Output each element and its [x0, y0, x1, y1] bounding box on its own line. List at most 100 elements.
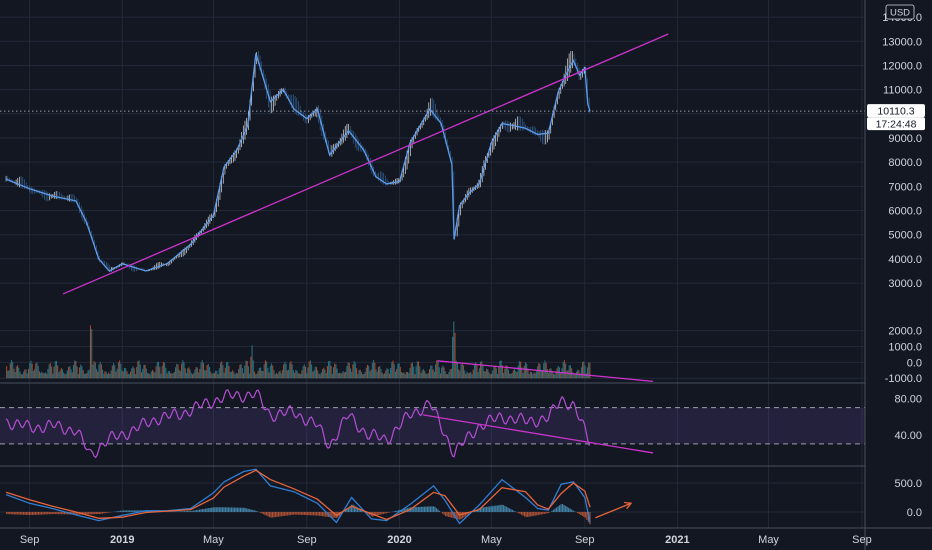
- volume-bar: [477, 372, 479, 379]
- macd-histogram-bar: [443, 511, 445, 515]
- volume-bar: [70, 369, 72, 379]
- volume-bar: [416, 361, 418, 379]
- volume-bar: [238, 368, 240, 379]
- macd-arrow-annotation[interactable]: [595, 502, 632, 519]
- macd-histogram-bar: [130, 510, 132, 512]
- rsi-panel[interactable]: [0, 389, 865, 459]
- volume-bar: [426, 373, 428, 379]
- volume-bar: [385, 370, 387, 379]
- volume-trendline[interactable]: [437, 360, 654, 383]
- volume-bar: [49, 362, 51, 379]
- volume-bar: [371, 362, 373, 379]
- volume-bar: [496, 373, 499, 379]
- macd-histogram-bar: [226, 507, 228, 512]
- volume-bar: [439, 373, 441, 379]
- volume-bar: [431, 365, 433, 379]
- price-panel[interactable]: [0, 33, 865, 295]
- volume-bar: [469, 372, 471, 379]
- rsi-series-line: [5, 389, 590, 459]
- volume-bar: [239, 364, 241, 379]
- volume-bar: [400, 371, 403, 379]
- currency-badge[interactable]: USD: [885, 4, 915, 20]
- volume-bar: [345, 371, 347, 379]
- macd-histogram-bar: [557, 506, 559, 512]
- macd-histogram-bar: [236, 507, 239, 512]
- macd-histogram-bar: [232, 507, 234, 512]
- macd-histogram-bar: [259, 511, 261, 513]
- volume-bar: [9, 363, 11, 379]
- macd-histogram-bar: [402, 509, 404, 512]
- volume-bar: [546, 369, 548, 379]
- volume-bar: [275, 372, 277, 379]
- macd-histogram-bar: [479, 507, 482, 512]
- volume-bar: [482, 364, 484, 379]
- macd-histogram-bar: [574, 511, 576, 512]
- volume-bar: [82, 370, 84, 379]
- macd-histogram-bar: [496, 505, 498, 512]
- macd-histogram-bar: [285, 511, 287, 516]
- volume-tick-label: -1000.0: [885, 373, 922, 385]
- time-axis[interactable]: Sep 2019 May Sep 2020 May Sep 2021 May Sep: [20, 534, 872, 546]
- volume-bar: [65, 373, 67, 379]
- macd-histogram-bar: [534, 511, 536, 516]
- macd-histogram-bar: [18, 511, 20, 515]
- volume-bar: [326, 366, 328, 379]
- volume-bar: [520, 361, 522, 379]
- last-price-badge: 10110.3 17:24:48: [867, 104, 925, 131]
- macd-histogram-bar: [48, 511, 50, 515]
- macd-histogram-bar: [318, 511, 321, 516]
- volume-bar: [579, 373, 581, 379]
- rsi-axis[interactable]: 40.00 80.00: [894, 394, 922, 442]
- macd-histogram-bar: [315, 511, 318, 516]
- volume-bar: [552, 373, 554, 379]
- volume-panel[interactable]: [6, 321, 654, 383]
- volume-bar: [43, 373, 45, 379]
- macd-histogram-bar: [325, 511, 327, 517]
- macd-histogram-bar: [428, 506, 430, 512]
- macd-panel[interactable]: [5, 468, 633, 525]
- volume-bar: [563, 360, 565, 379]
- volume-bar: [398, 363, 400, 379]
- volume-bar: [317, 370, 319, 379]
- volume-tick-label: 1000.0: [888, 342, 922, 354]
- volume-bar: [272, 365, 274, 379]
- volume-bar: [456, 362, 458, 379]
- macd-histogram-bar: [455, 511, 457, 519]
- volume-bar: [341, 372, 343, 379]
- macd-histogram-bar: [504, 505, 506, 512]
- macd-histogram-bar: [356, 507, 359, 512]
- macd-histogram-bar: [16, 511, 18, 515]
- volume-bar: [162, 361, 164, 379]
- macd-histogram-bar: [176, 511, 178, 512]
- rsi-trendline[interactable]: [422, 414, 654, 454]
- macd-histogram-bar: [413, 507, 415, 512]
- volume-bar: [115, 371, 117, 379]
- macd-histogram-bar: [291, 511, 293, 515]
- volume-bar: [503, 372, 505, 379]
- macd-histogram-bar: [200, 509, 202, 512]
- volume-bar: [253, 371, 256, 379]
- volume-bar: [492, 370, 494, 379]
- volume-bar: [127, 373, 129, 379]
- macd-axis[interactable]: 0.0 500.0: [894, 478, 922, 519]
- macd-histogram-bar: [561, 504, 564, 512]
- macd-histogram-bar: [522, 511, 524, 516]
- volume-bar: [530, 372, 533, 379]
- volume-bar: [24, 369, 26, 379]
- volume-bar: [35, 363, 37, 379]
- macd-histogram-bar: [303, 511, 305, 516]
- volume-bar: [391, 362, 393, 379]
- volume-bar: [261, 370, 263, 379]
- macd-histogram-bar: [396, 510, 398, 512]
- price-trendline[interactable]: [62, 33, 669, 295]
- volume-bar: [319, 374, 321, 379]
- volume-axis[interactable]: -1000.0 0.0 1000.0 2000.0: [885, 326, 922, 386]
- volume-bar: [13, 368, 15, 379]
- volume-bar: [8, 370, 10, 379]
- macd-histogram-bar: [376, 511, 378, 516]
- volume-bar: [48, 364, 50, 379]
- volume-bar: [448, 371, 450, 379]
- volume-bar: [366, 364, 369, 379]
- macd-histogram-bar: [273, 511, 275, 518]
